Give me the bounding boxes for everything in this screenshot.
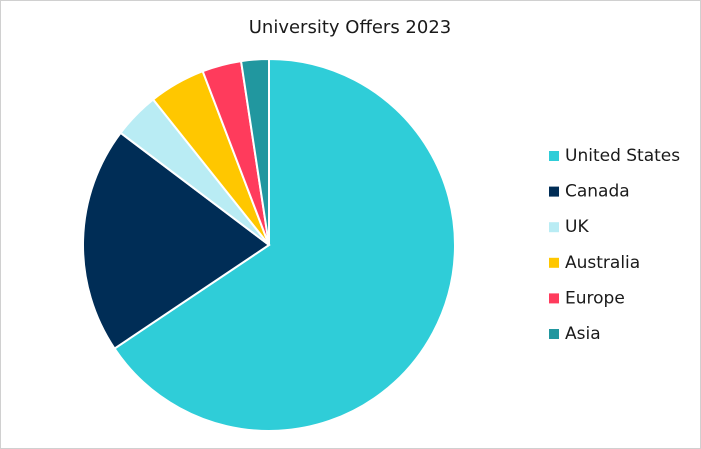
legend-swatch <box>549 293 559 304</box>
legend-swatch <box>549 329 559 339</box>
legend-label: Asia <box>565 324 601 344</box>
legend-label: Australia <box>565 253 640 273</box>
legend-swatch <box>549 186 559 197</box>
pie-slice <box>239 57 270 246</box>
legend-swatch <box>549 222 559 233</box>
pie-slice <box>82 131 271 350</box>
legend-label: UK <box>565 217 589 237</box>
legend-label: Canada <box>565 182 630 202</box>
chart-title: University Offers 2023 <box>249 17 451 38</box>
pie-slice <box>113 57 456 432</box>
legend-label: Europe <box>565 288 625 308</box>
legend-label: United States <box>565 146 680 166</box>
legend-swatch <box>549 257 559 268</box>
legend-swatch <box>549 151 559 161</box>
